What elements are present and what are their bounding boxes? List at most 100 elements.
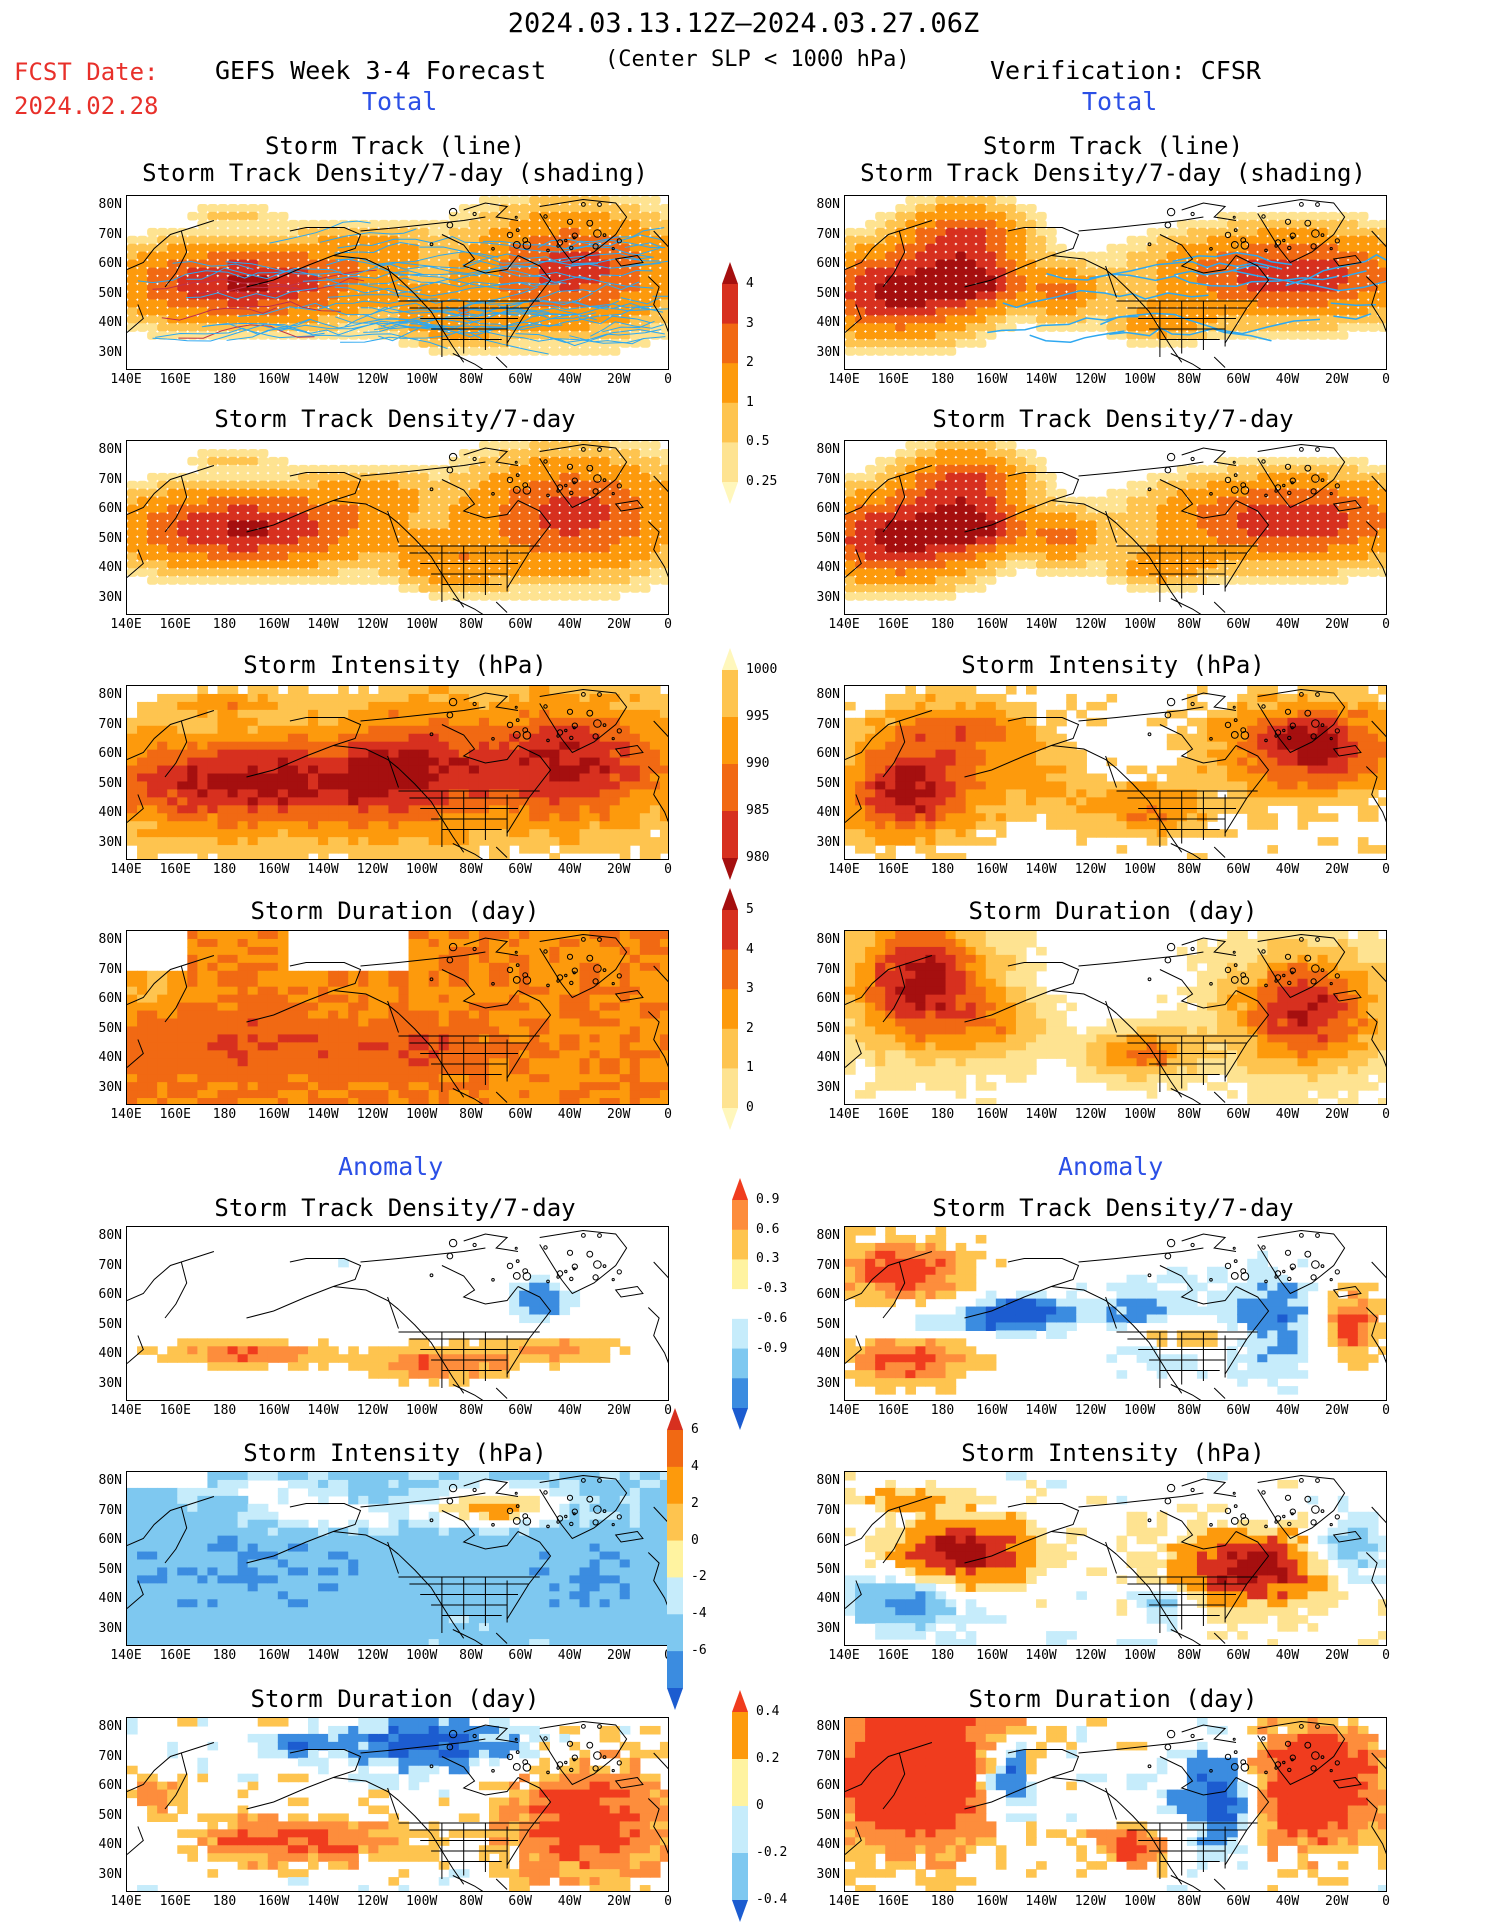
island-outline — [1304, 464, 1312, 472]
colorbar-swatch — [722, 717, 738, 765]
colorbar-swatch — [732, 1318, 748, 1350]
island-outline — [616, 1269, 622, 1275]
title-density-right: Storm Track Density/7-day — [932, 405, 1294, 433]
storm-track-line — [204, 322, 448, 350]
map-svg — [127, 686, 668, 859]
title-anom-density-left: Storm Track Density/7-day — [214, 1194, 576, 1222]
storm-track-line — [279, 317, 463, 332]
storm-track-line — [363, 325, 451, 334]
colorbar-swatch — [722, 482, 738, 504]
island-outline — [448, 697, 458, 707]
island-outline — [1230, 1517, 1239, 1525]
lat-tick-label: 40N — [98, 1591, 122, 1606]
coastline — [647, 276, 668, 333]
colorbar-swatch — [732, 1348, 748, 1379]
lon-tick-label: 80W — [459, 372, 483, 387]
lon-tick-label: 140E — [828, 617, 860, 632]
lat-tick-label: 70N — [816, 471, 840, 487]
island-outline — [1282, 483, 1286, 488]
coastline — [1224, 745, 1270, 834]
island-outline — [1164, 956, 1172, 964]
island-outline — [1282, 1269, 1286, 1274]
coastline — [164, 475, 188, 533]
lat-tick-label: 50N — [816, 530, 840, 546]
island-outline — [1310, 488, 1317, 495]
lon-tick-label: 60W — [1226, 1894, 1250, 1909]
colorbar-label: -0.3 — [756, 1281, 788, 1297]
storm-track-line — [499, 269, 654, 289]
verification-title: Verification: CFSR — [990, 56, 1261, 85]
lat-tick-label: 60N — [816, 991, 840, 1006]
coastline — [964, 1503, 1080, 1564]
lon-tick-label: 40W — [1275, 372, 1300, 387]
island-outline — [506, 476, 514, 484]
colorbar-swatch — [722, 363, 738, 404]
storm-track-line — [137, 270, 322, 284]
lat-tick-label: 70N — [98, 1502, 122, 1518]
island-outline — [566, 1249, 574, 1256]
island-outline — [543, 1490, 548, 1495]
island-outline — [1311, 964, 1320, 973]
lon-tick-label: 100W — [1123, 617, 1156, 632]
colorbar-label: 5 — [746, 902, 754, 917]
colorbar-swatch — [722, 910, 738, 951]
coastline — [1213, 601, 1226, 613]
island-outline — [1320, 478, 1325, 482]
island-outline — [546, 738, 550, 743]
threshold-subtitle: (Center SLP < 1000 hPa) — [605, 47, 910, 72]
island-outline — [1289, 232, 1296, 239]
island-outline — [566, 218, 574, 225]
island-outline — [512, 1763, 521, 1771]
storm-track-line — [462, 253, 599, 266]
lon-tick-label: 120W — [1074, 1403, 1107, 1418]
island-outline — [1334, 483, 1340, 489]
island-outline — [491, 247, 495, 251]
lon-tick-label: 160W — [976, 1894, 1008, 1909]
island-outline — [1274, 1515, 1282, 1522]
lon-tick-label: 160E — [877, 862, 909, 877]
coastline — [452, 843, 484, 859]
island-outline — [1230, 976, 1239, 984]
lon-tick-label: 0 — [664, 1894, 672, 1909]
lon-tick-label: 160E — [159, 1403, 191, 1418]
island-outline — [1261, 704, 1266, 709]
island-outline — [564, 1269, 568, 1274]
island-outline — [1232, 1246, 1236, 1250]
storm-track-line — [590, 321, 664, 337]
island-outline — [1310, 1274, 1317, 1281]
coastline — [441, 724, 519, 764]
lon-tick-label: 120W — [356, 862, 389, 877]
lat-tick-label: 70N — [98, 1748, 122, 1764]
island-outline — [593, 229, 602, 238]
coastline — [1105, 510, 1117, 543]
colorbar-label: 1 — [746, 394, 754, 410]
island-outline — [556, 239, 564, 246]
coastline — [387, 1000, 399, 1033]
island-outline — [1287, 1521, 1292, 1527]
island-outline — [602, 968, 607, 972]
island-outline — [616, 973, 622, 979]
island-outline — [571, 1508, 578, 1515]
coastline — [845, 1335, 862, 1364]
fcst-date-label: FCST Date: — [14, 58, 159, 86]
island-outline — [512, 731, 521, 739]
colorbar-swatch — [667, 1430, 683, 1468]
island-outline — [581, 1477, 586, 1483]
island-outline — [571, 477, 578, 484]
island-outline — [1274, 484, 1282, 491]
island-outline — [543, 214, 548, 219]
coastline — [539, 1229, 628, 1295]
lon-tick-label: 140W — [307, 617, 339, 632]
lon-tick-label: 20W — [1324, 617, 1349, 632]
coastline — [1159, 1756, 1237, 1796]
lat-tick-label: 60N — [98, 501, 122, 516]
island-outline — [512, 486, 521, 494]
island-outline — [1315, 1724, 1320, 1729]
island-outline — [602, 1755, 607, 1759]
storm-track-line — [172, 260, 254, 270]
island-outline — [1224, 1262, 1232, 1270]
lon-tick-label: 20W — [606, 1403, 631, 1418]
island-outline — [446, 1743, 454, 1751]
lat-tick-label: 30N — [816, 1079, 840, 1095]
lon-tick-label: 0 — [1382, 1894, 1390, 1909]
